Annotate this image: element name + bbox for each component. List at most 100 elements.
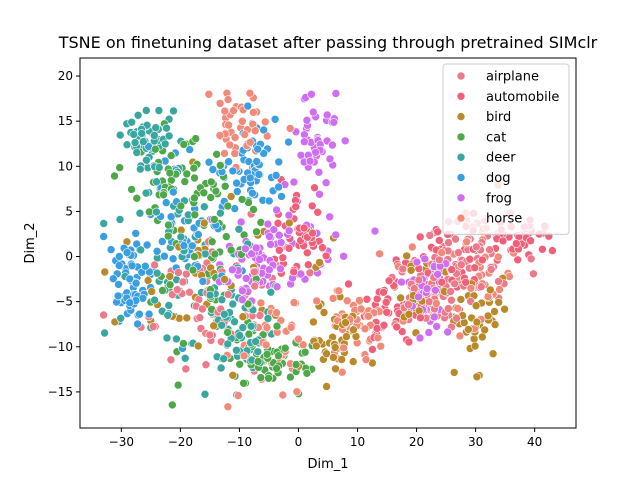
scatter-point-dog: [255, 170, 263, 178]
scatter-point-frog: [276, 265, 284, 273]
scatter-point-dog: [135, 310, 143, 318]
scatter-point-cat: [190, 164, 198, 172]
scatter-point-horse: [251, 127, 259, 135]
scatter-point-bird: [331, 344, 339, 352]
scatter-point-airplane: [445, 239, 453, 247]
scatter-point-horse: [234, 392, 242, 400]
scatter-point-frog: [275, 231, 283, 239]
scatter-point-dog: [132, 279, 140, 287]
scatter-point-horse: [293, 388, 301, 396]
scatter-point-airplane: [472, 243, 480, 251]
scatter-point-deer: [216, 209, 224, 217]
scatter-point-frog: [316, 190, 324, 198]
legend-label-frog[interactable]: frog: [486, 191, 512, 206]
scatter-point-airplane: [410, 285, 418, 293]
scatter-point-bird: [148, 288, 156, 296]
scatter-point-dog: [128, 262, 136, 270]
scatter-point-horse: [454, 304, 462, 312]
scatter-point-frog: [237, 218, 245, 226]
scatter-point-automobile: [290, 268, 298, 276]
x-tick-label: 20: [409, 435, 424, 449]
scatter-point-automobile: [448, 266, 456, 274]
scatter-point-automobile: [300, 224, 308, 232]
scatter-point-frog: [307, 90, 315, 98]
scatter-point-cat: [164, 232, 172, 240]
scatter-point-deer: [220, 310, 228, 318]
legend-marker-bird: [457, 113, 465, 121]
scatter-point-cat: [165, 221, 173, 229]
legend[interactable]: airplane automobile bird cat deer dog frog hors…: [443, 64, 569, 234]
scatter-point-frog: [238, 287, 246, 295]
scatter-point-dog: [169, 188, 177, 196]
scatter-point-horse: [216, 131, 224, 139]
scatter-point-deer: [239, 324, 247, 332]
scatter-point-bird: [349, 358, 357, 366]
scatter-point-deer: [139, 138, 147, 146]
scatter-point-horse: [216, 99, 224, 107]
scatter-point-airplane: [167, 356, 175, 364]
scatter-point-horse: [294, 335, 302, 343]
scatter-point-dog: [229, 167, 237, 175]
scatter-point-deer: [200, 203, 208, 211]
legend-label-deer[interactable]: deer: [486, 151, 516, 166]
scatter-point-automobile: [382, 298, 390, 306]
scatter-point-cat: [301, 348, 309, 356]
scatter-point-bird: [342, 319, 350, 327]
scatter-point-airplane: [198, 305, 206, 313]
scatter-point-dog: [194, 231, 202, 239]
scatter-point-horse: [290, 299, 298, 307]
legend-marker-cat: [457, 133, 465, 141]
y-tick-label: −10: [48, 340, 73, 354]
scatter-point-dog: [134, 320, 142, 328]
scatter-point-deer: [161, 140, 169, 148]
legend-label-airplane[interactable]: airplane: [486, 70, 539, 85]
scatter-point-horse: [224, 403, 232, 411]
scatter-point-dog: [180, 242, 188, 250]
scatter-point-automobile: [368, 345, 376, 353]
scatter-point-horse: [257, 299, 265, 307]
scatter-point-cat: [200, 189, 208, 197]
scatter-point-cat: [236, 360, 244, 368]
x-axis-label: Dim_1: [307, 457, 348, 472]
scatter-point-automobile: [309, 229, 317, 237]
scatter-point-automobile: [363, 295, 371, 303]
scatter-point-frog: [242, 274, 250, 282]
legend-label-bird[interactable]: bird: [486, 110, 511, 125]
scatter-point-bird: [323, 383, 331, 391]
scatter-point-deer: [218, 321, 226, 329]
scatter-point-automobile: [478, 256, 486, 264]
scatter-point-deer: [130, 130, 138, 138]
scatter-point-bird: [407, 266, 415, 274]
scatter-point-dog: [253, 158, 261, 166]
scatter-point-cat: [189, 266, 197, 274]
scatter-point-dog: [260, 126, 268, 134]
scatter-point-cat: [221, 182, 229, 190]
scatter-point-automobile: [527, 237, 535, 245]
scatter-point-dog: [246, 174, 254, 182]
scatter-point-automobile: [383, 308, 391, 316]
legend-marker-dog: [457, 174, 465, 182]
scatter-point-bird: [486, 286, 494, 294]
scatter-point-dog: [169, 255, 177, 263]
scatter-point-cat: [281, 344, 289, 352]
scatter-point-automobile: [314, 208, 322, 216]
scatter-point-dog: [275, 158, 283, 166]
scatter-point-cat: [111, 172, 119, 180]
scatter-point-bird: [309, 318, 317, 326]
legend-label-dog[interactable]: dog: [486, 171, 510, 186]
scatter-point-frog: [413, 258, 421, 266]
scatter-point-automobile: [416, 314, 424, 322]
scatter-point-automobile: [438, 278, 446, 286]
legend-label-cat[interactable]: cat: [486, 130, 506, 145]
scatter-point-frog: [433, 322, 441, 330]
scatter-point-frog: [309, 108, 317, 116]
scatter-point-airplane: [202, 361, 210, 369]
scatter-point-frog: [332, 90, 340, 98]
scatter-point-airplane: [457, 261, 465, 269]
legend-label-horse[interactable]: horse: [486, 212, 522, 227]
scatter-point-cat: [253, 228, 261, 236]
scatter-point-bird: [491, 321, 499, 329]
scatter-point-bird: [403, 252, 411, 260]
legend-label-automobile[interactable]: automobile: [486, 90, 559, 105]
scatter-point-cat: [160, 191, 168, 199]
